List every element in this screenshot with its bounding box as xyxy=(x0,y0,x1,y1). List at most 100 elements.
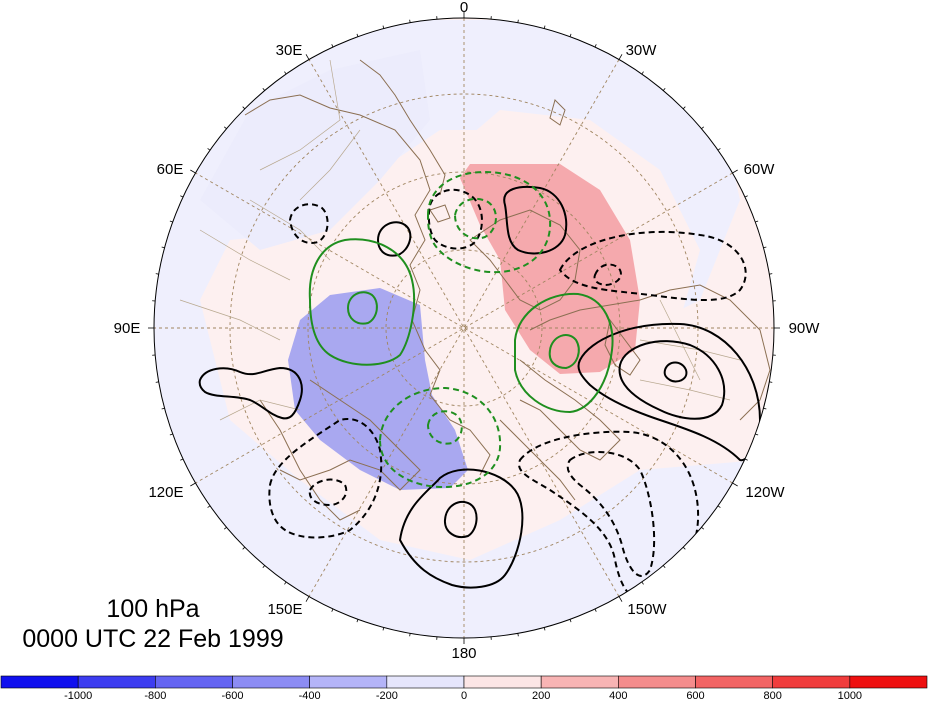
border-tick xyxy=(262,87,266,91)
border-tick xyxy=(409,19,411,23)
border-tick xyxy=(223,526,227,530)
time-label: 0000 UTC 22 Feb 1999 xyxy=(22,625,283,653)
border-tick xyxy=(169,220,173,223)
coastline-alaska xyxy=(499,419,576,501)
border-tick xyxy=(682,106,686,110)
border-tick xyxy=(717,148,721,151)
black-contour-asia-west xyxy=(198,367,303,420)
border-tick xyxy=(382,25,385,29)
border-tick xyxy=(543,25,546,29)
border-tick xyxy=(641,71,644,75)
green-dashed-north-outer xyxy=(427,171,552,274)
coastline-eurasia xyxy=(244,94,491,476)
black-contour-na-inner xyxy=(663,361,688,383)
border-tick xyxy=(769,381,773,383)
coastline-east-asia xyxy=(259,399,361,521)
border-tick xyxy=(732,482,738,487)
lon-label-120e: 120E xyxy=(148,484,183,501)
border-tick xyxy=(618,54,623,60)
border-tick xyxy=(594,44,597,48)
colorbar-swatch xyxy=(463,675,542,689)
border-tick xyxy=(409,633,411,637)
border-tick xyxy=(284,581,287,585)
border-tick xyxy=(569,619,572,623)
coastline-hudson-bay xyxy=(604,318,641,376)
colorbar-tick-label: 0 xyxy=(461,690,467,702)
coastline-scandinavia xyxy=(359,59,446,196)
green-contour-siberia-inner xyxy=(347,291,378,325)
colorbar-swatch xyxy=(618,675,696,689)
coastline-svalbard xyxy=(429,204,451,223)
coastline-canadian-arctic xyxy=(519,359,621,461)
colorbar-swatch xyxy=(309,675,388,689)
dashed-contours xyxy=(268,188,747,602)
border-tick xyxy=(543,627,546,631)
lon-label-30w: 30W xyxy=(626,42,658,59)
border-tick xyxy=(517,633,519,637)
border-tick xyxy=(618,596,623,602)
coastline-siberia xyxy=(279,379,421,491)
map-border-ticks xyxy=(148,12,780,644)
border-tick xyxy=(207,505,211,508)
black-contour-pacific-inner xyxy=(443,500,478,538)
border-tick xyxy=(262,565,266,569)
dashed-contour-alaska-inner xyxy=(566,451,656,577)
border-tick xyxy=(331,608,334,612)
meridian-150w-30e xyxy=(308,59,620,597)
border-tick xyxy=(180,195,184,198)
border-tick xyxy=(517,19,519,23)
meridian-120w-60e xyxy=(195,172,733,484)
border-tick xyxy=(356,33,359,37)
lon-label-180: 180 xyxy=(451,645,476,662)
border-tick xyxy=(223,126,227,130)
colorbar: -1000 -800 -600 -400 -200 0 200 400 600 800 1000 xyxy=(0,675,928,702)
colorbar-tick-label: -800 xyxy=(144,690,166,702)
positive-anomaly-fill xyxy=(460,164,640,374)
black-contour-pacific-outer xyxy=(399,468,524,589)
colorbar-swatch xyxy=(232,675,310,689)
border-lines-asia xyxy=(179,229,301,421)
black-contour-na-middle xyxy=(618,340,726,420)
shaded-fields xyxy=(154,20,774,638)
level-label: 100 hPa xyxy=(106,595,199,623)
green-dashed-pacific-outer xyxy=(379,387,502,489)
dashed-contour-europe-small xyxy=(289,203,329,244)
border-tick xyxy=(242,546,246,550)
colorbar-tick-label: 200 xyxy=(532,690,550,702)
lon-label-150e: 150E xyxy=(267,601,302,618)
border-tick xyxy=(242,106,246,110)
longitude-labels: 0 30W 60W 90W 120W 150W 180 150E 120E 90… xyxy=(114,0,821,662)
lon-label-120w: 120W xyxy=(745,484,785,501)
colorbar-swatch xyxy=(695,675,773,689)
border-tick xyxy=(356,619,359,623)
border-tick xyxy=(180,458,184,461)
border-tick xyxy=(769,273,773,275)
border-tick xyxy=(169,433,173,436)
green-contours xyxy=(308,238,614,413)
graticule xyxy=(154,18,774,638)
meridian-60w-120e xyxy=(195,172,733,484)
dashed-contour-asia-east xyxy=(268,418,383,539)
black-contour-small-north xyxy=(377,221,412,257)
lon-label-30e: 30E xyxy=(276,42,303,59)
border-tick xyxy=(732,169,738,174)
meridian-30w-150e xyxy=(308,59,620,597)
map-disk xyxy=(148,12,780,644)
colorbar-tick-label: -1000 xyxy=(64,690,92,702)
border-tick xyxy=(662,87,666,91)
colorbar-tick-label: -400 xyxy=(299,690,321,702)
lon-label-0: 0 xyxy=(460,0,468,16)
lon-label-90e: 90E xyxy=(114,320,141,337)
light-negative-north xyxy=(200,50,430,250)
negative-anomaly-fill xyxy=(288,288,468,490)
border-tick xyxy=(641,581,644,585)
latitude-circle-80 xyxy=(385,249,543,407)
border-tick xyxy=(569,33,572,37)
black-contour-greenland xyxy=(503,186,568,255)
dashed-contour-northeast-inner xyxy=(593,263,622,286)
lon-label-60e: 60E xyxy=(157,161,184,178)
colorbar-swatch xyxy=(0,675,79,689)
green-contour-greenland-outer xyxy=(514,292,614,413)
border-tick xyxy=(594,608,597,612)
